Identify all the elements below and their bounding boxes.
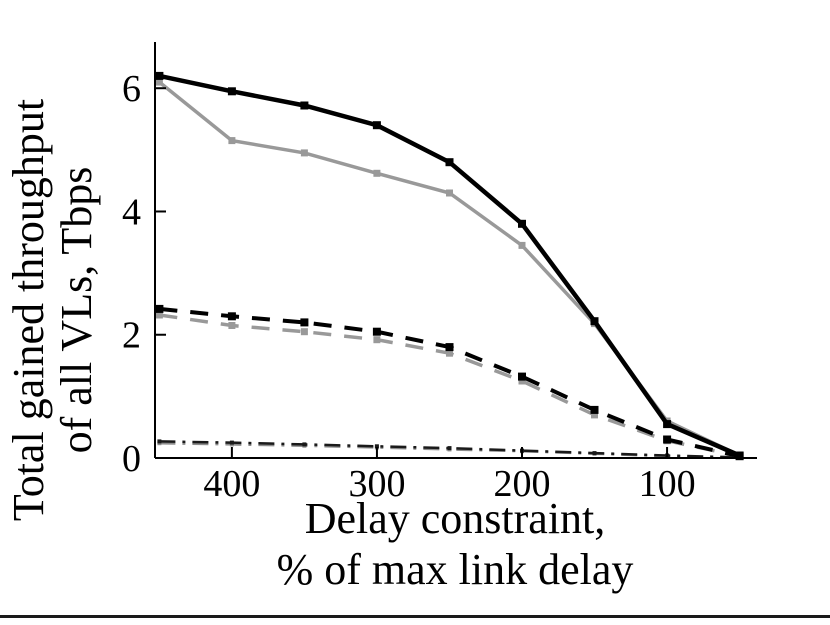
y-axis-title: Total gained throughput of all VLs, Tbps <box>4 0 109 620</box>
x-tick-label: 200 <box>494 463 551 505</box>
series-marker-black-dashed <box>518 372 526 381</box>
series-marker-black-dashed <box>300 318 309 327</box>
series-line-black-solid <box>158 73 741 458</box>
series-marker-gray-dashed <box>446 349 453 357</box>
series-marker-black-dashed <box>590 405 599 414</box>
series-marker-gray-dashed <box>373 336 381 344</box>
series-marker-black-dashdot <box>157 439 162 444</box>
series-marker-black-solid <box>227 87 236 96</box>
y-tick-label: 6 <box>122 68 141 110</box>
window-bottom-edge <box>0 615 830 618</box>
x-tick-label: 400 <box>203 463 260 505</box>
series-marker-black-dashdot <box>374 444 379 449</box>
series-marker-gray-solid <box>446 189 453 197</box>
series-marker-black-solid <box>300 101 309 110</box>
series-marker-black-solid <box>445 158 454 167</box>
series-marker-black-dashed <box>663 435 672 444</box>
series-marker-gray-solid <box>373 169 381 177</box>
y-axis-title-line1: Total gained throughput <box>4 98 53 522</box>
series-marker-gray-dashed <box>591 411 598 419</box>
series-marker-black-dashed <box>372 327 381 336</box>
y-tick-label: 0 <box>122 438 141 480</box>
series-marker-gray-solid <box>228 137 236 145</box>
x-tick-label: 300 <box>348 463 405 505</box>
y-tick-label: 4 <box>122 191 141 233</box>
series-marker-gray-dashed <box>228 322 236 329</box>
series-marker-gray-solid <box>300 149 308 157</box>
series-marker-black-solid <box>663 420 672 429</box>
series-marker-gray-solid <box>155 78 163 86</box>
series-marker-black-solid <box>590 317 599 326</box>
series-line-black-dashed <box>159 306 741 459</box>
x-axis-title-line1: Delay constraint, <box>304 494 606 543</box>
series-marker-black-dashdot <box>302 442 307 447</box>
x-axis-title-line2: % of max link delay <box>276 544 634 594</box>
series-marker-gray-dashed <box>300 328 308 336</box>
series-marker-black-dashed <box>445 343 454 352</box>
x-axis-title: Delay constraint, % of max link delay <box>150 494 760 595</box>
x-tick-label: 100 <box>639 463 696 505</box>
series-marker-black-solid <box>155 71 164 80</box>
series-marker-black-dashed <box>227 312 236 321</box>
y-axis-title-line2: of all VLs, Tbps <box>52 166 102 454</box>
series-marker-black-dashdot <box>229 440 234 445</box>
series-marker-gray-solid <box>518 241 526 249</box>
series-marker-gray-dashed <box>518 377 526 385</box>
series-marker-gray-dashed <box>155 311 163 319</box>
series-marker-black-dashdot <box>447 446 452 451</box>
series-line-gray-solid <box>158 80 741 458</box>
series-marker-black-solid <box>372 121 381 130</box>
y-tick-label: 2 <box>122 315 141 357</box>
series-marker-black-solid <box>518 219 526 228</box>
series-marker-black-solid <box>735 451 744 460</box>
series-marker-black-dashed <box>155 304 164 313</box>
series-marker-black-dashdot <box>592 451 597 456</box>
series-line-gray-dashed <box>159 313 740 458</box>
